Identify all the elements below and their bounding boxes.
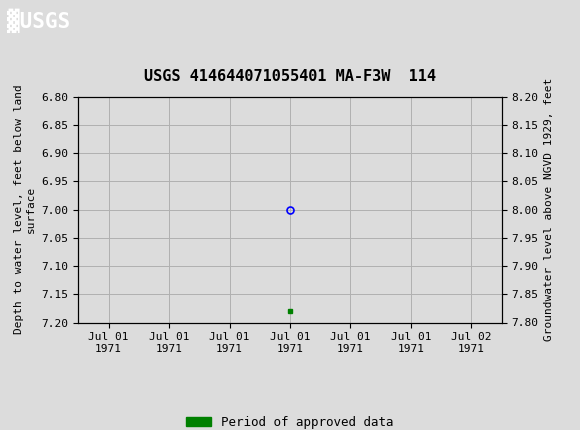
Legend: Period of approved data: Period of approved data bbox=[181, 411, 399, 430]
Text: ▓USGS: ▓USGS bbox=[7, 8, 70, 33]
Y-axis label: Groundwater level above NGVD 1929, feet: Groundwater level above NGVD 1929, feet bbox=[544, 78, 554, 341]
Text: USGS 414644071055401 MA-F3W  114: USGS 414644071055401 MA-F3W 114 bbox=[144, 69, 436, 84]
Y-axis label: Depth to water level, feet below land
surface: Depth to water level, feet below land su… bbox=[14, 85, 36, 335]
